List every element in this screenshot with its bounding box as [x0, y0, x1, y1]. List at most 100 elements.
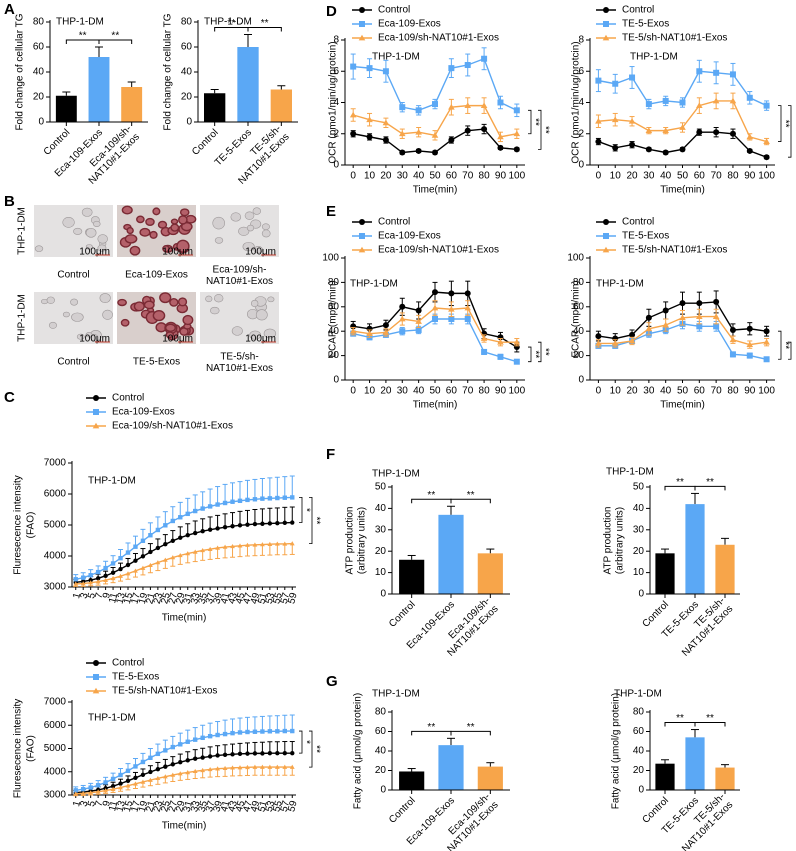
legend-marker — [359, 21, 365, 27]
marker — [513, 146, 520, 153]
y-tick-label: 0 — [638, 785, 644, 796]
marker — [432, 101, 438, 108]
chart-title: THP-1-DM — [372, 469, 420, 480]
x-tick-label: 23 — [152, 799, 166, 813]
scale-bar-label: 100μm — [245, 247, 276, 258]
marker — [95, 789, 101, 794]
x-tick-label: 30 — [397, 386, 409, 397]
y-tick-label: 0 — [578, 375, 584, 386]
significance-bracket — [788, 105, 792, 158]
marker — [679, 99, 686, 106]
bar — [438, 514, 464, 594]
marker — [513, 107, 520, 114]
y-tick-label: 7000 — [44, 458, 67, 469]
marker — [185, 739, 190, 744]
marker — [118, 566, 123, 572]
marker — [696, 323, 703, 330]
x-tick-label: 19 — [137, 799, 151, 813]
x-tick-label: 5 — [86, 591, 98, 600]
x-tick-label: 20 — [380, 386, 392, 397]
marker — [207, 767, 213, 772]
marker — [746, 94, 753, 101]
y-tick-label: 20 — [33, 92, 45, 103]
marker — [245, 522, 250, 527]
significance-label: ** — [467, 722, 475, 733]
marker — [629, 74, 636, 81]
significance-bracket — [309, 497, 313, 544]
cell — [244, 211, 255, 220]
x-tick-label: 53 — [264, 591, 278, 605]
micrograph — [117, 292, 196, 344]
marker — [133, 558, 138, 563]
panel-label: A — [4, 1, 15, 18]
marker — [448, 103, 455, 110]
x-axis-label: Time(min) — [413, 185, 458, 196]
significance-bracket — [247, 27, 282, 32]
marker — [464, 290, 471, 297]
marker — [448, 290, 455, 297]
bar — [685, 737, 705, 790]
scale-bar-label: 100μm — [79, 334, 110, 345]
cell — [139, 227, 151, 237]
y-tick-label: 50 — [375, 482, 387, 493]
y-tick-label: 60 — [328, 301, 340, 312]
marker — [140, 759, 146, 765]
y-tick-label: 60 — [633, 726, 645, 737]
y-tick-label: 8 — [578, 35, 584, 46]
marker — [155, 560, 161, 565]
marker — [237, 543, 243, 548]
legend-marker — [92, 422, 100, 429]
y-axis-label: (arbitrary units) — [357, 507, 368, 574]
cell — [250, 299, 259, 308]
marker — [140, 772, 146, 777]
x-tick-label: 21 — [144, 591, 158, 605]
marker — [140, 554, 146, 559]
marker — [513, 358, 520, 365]
significance-label: ** — [79, 31, 87, 42]
marker — [259, 764, 265, 769]
cell — [85, 227, 97, 238]
marker — [125, 778, 131, 784]
x-tick-label: 39 — [212, 799, 226, 813]
cell — [249, 330, 262, 340]
significance-label: ** — [779, 341, 790, 349]
marker — [712, 97, 720, 104]
cell — [169, 298, 179, 307]
marker — [237, 765, 243, 770]
panel-label: B — [4, 193, 15, 210]
cell — [177, 297, 188, 307]
marker — [207, 754, 213, 759]
marker — [245, 764, 250, 770]
marker — [366, 133, 373, 140]
y-tick-label: 60 — [181, 42, 193, 53]
marker — [275, 750, 280, 756]
x-tick-label: 43 — [226, 799, 240, 813]
chart-title: THP-1-DM — [630, 52, 678, 63]
y-tick-label: 3000 — [44, 790, 67, 801]
marker — [155, 527, 161, 533]
significance-bracket — [309, 730, 313, 768]
marker — [207, 546, 213, 551]
cell — [126, 226, 134, 235]
x-axis-label: Time(min) — [162, 821, 207, 832]
marker — [763, 154, 770, 161]
marker — [595, 340, 602, 346]
y-tick-label: 3000 — [44, 582, 67, 593]
marker — [178, 760, 183, 765]
bar — [121, 87, 143, 122]
x-tick-label: 20 — [626, 171, 638, 182]
legend-marker — [359, 219, 365, 225]
marker — [200, 506, 205, 511]
legend-label: TE-5-Exos — [622, 19, 669, 30]
marker — [80, 790, 86, 796]
panel-label: F — [326, 446, 335, 463]
marker — [140, 538, 146, 544]
marker — [382, 119, 390, 126]
legend-label: Control — [112, 658, 144, 669]
marker — [222, 765, 228, 771]
x-tick-label: 60 — [446, 386, 458, 397]
x-tick-label: 53 — [264, 799, 278, 813]
y-axis-label: (FAO) — [26, 735, 37, 762]
x-tick-label: 51 — [256, 799, 270, 813]
x-tick-label: 31 — [182, 799, 196, 813]
